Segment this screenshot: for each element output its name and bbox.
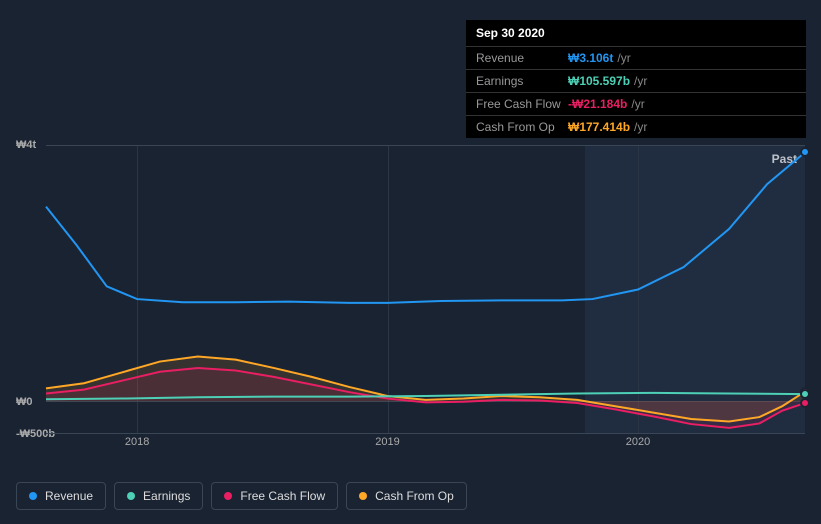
series-end-dot [800,389,810,399]
tooltip-date: Sep 30 2020 [466,20,806,46]
tooltip-row: Free Cash Flow-₩21.184b/yr [466,92,806,115]
legend-item[interactable]: Revenue [16,482,106,510]
series-end-dot [800,147,810,157]
tooltip-value: ₩105.597b [568,74,630,88]
tooltip-value: -₩21.184b [568,97,627,111]
legend-item[interactable]: Free Cash Flow [211,482,338,510]
chart-area: ₩4t₩0-₩500b Past 201820192020 [16,120,805,464]
chart-lines [46,146,805,433]
legend-label: Cash From Op [375,489,454,503]
tooltip-row: Revenue₩3.106t/yr [466,46,806,69]
tooltip-unit: /yr [617,51,630,65]
legend-dot [127,492,135,500]
legend-label: Free Cash Flow [240,489,325,503]
tooltip-label: Revenue [476,51,568,65]
series-end-dot [800,398,810,408]
tooltip-unit: /yr [634,74,647,88]
plot-region[interactable]: Past [46,145,805,434]
x-tick-label: 2018 [125,436,149,448]
x-tick-label: 2019 [375,436,399,448]
x-tick-label: 2020 [626,436,650,448]
tooltip-value: ₩3.106t [568,51,613,65]
tooltip-label: Earnings [476,74,568,88]
tooltip-label: Free Cash Flow [476,97,568,111]
y-tick-label: ₩4t [16,139,36,151]
legend-dot [29,492,37,500]
y-tick-label: ₩0 [16,396,33,408]
legend-dot [224,492,232,500]
legend-dot [359,492,367,500]
x-axis: 2018 2019 2020 [46,436,805,454]
legend-label: Earnings [143,489,190,503]
legend-item[interactable]: Earnings [114,482,203,510]
tooltip-row: Earnings₩105.597b/yr [466,69,806,92]
legend-item[interactable]: Cash From Op [346,482,467,510]
legend-label: Revenue [45,489,93,503]
legend: Revenue Earnings Free Cash Flow Cash From O… [16,482,467,510]
tooltip-unit: /yr [631,97,644,111]
series-line [46,152,805,303]
